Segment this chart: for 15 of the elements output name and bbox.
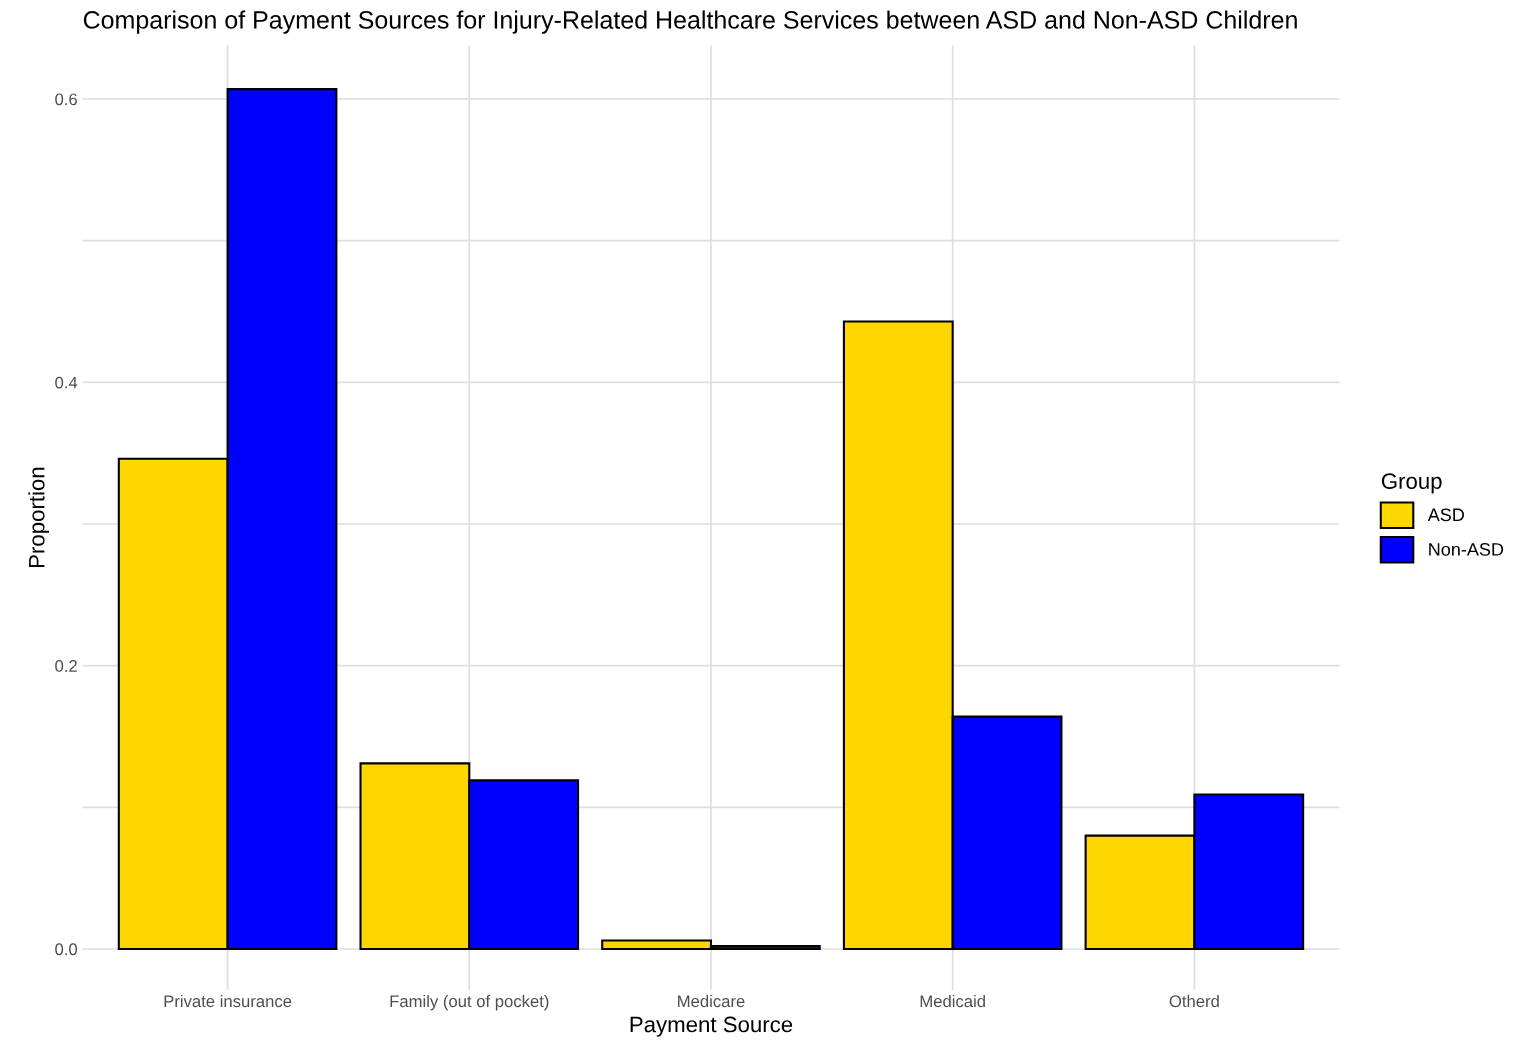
y-tick-label: 0.2 [55,660,77,672]
chart-title: Comparison of Payment Sources for Injury-Related Healthcare Services between ASD and Non-ASD Children [83,10,1297,34]
y-tick-label: 0.4 [55,376,78,389]
x-tick-label: Family (out of pocket) [390,994,549,1011]
y-axis-title: Proportion [28,467,49,568]
legend-label: ASD [1427,508,1464,522]
x-tick-label: Medicare [678,994,745,1008]
y-tick-label: 0.6 [55,93,77,106]
x-tick-label: Medicaid [920,994,985,1008]
x-tick-label: Private insurance [164,994,292,1008]
legend-title: Group [1381,473,1442,494]
legend-label: Non-ASD [1429,542,1504,556]
x-axis-title: Payment Source [630,1016,793,1037]
y-tick-label: 0.0 [55,943,78,956]
x-tick-label: Otherd [1169,994,1219,1008]
